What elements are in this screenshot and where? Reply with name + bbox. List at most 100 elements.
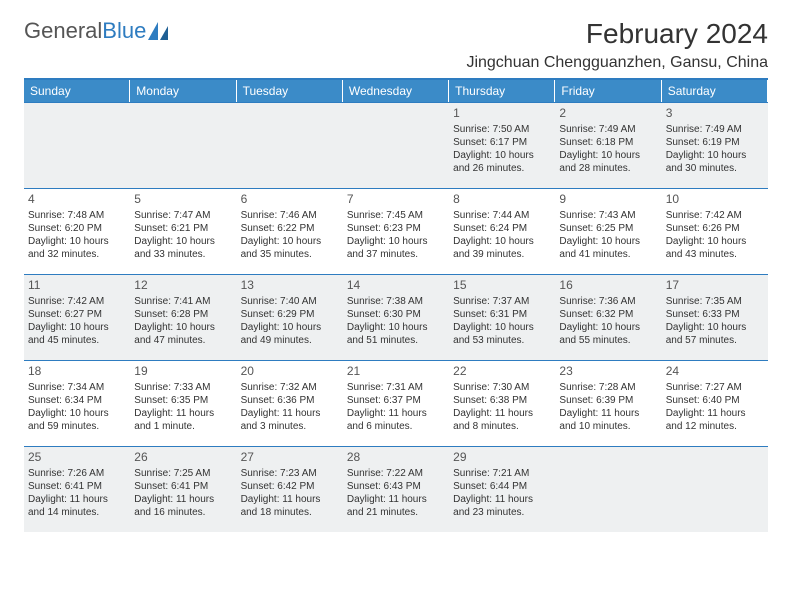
title-block: February 2024 Jingchuan Chengguanzhen, G… [466, 18, 768, 72]
day-number: 24 [666, 364, 764, 380]
daylight-text: Daylight: 11 hours and 16 minutes. [134, 493, 232, 519]
day-number: 1 [453, 106, 551, 122]
sunrise-text: Sunrise: 7:40 AM [241, 295, 339, 308]
day-number: 28 [347, 450, 445, 466]
sunset-text: Sunset: 6:17 PM [453, 136, 551, 149]
sunset-text: Sunset: 6:25 PM [559, 222, 657, 235]
sunset-text: Sunset: 6:35 PM [134, 394, 232, 407]
sunrise-text: Sunrise: 7:43 AM [559, 209, 657, 222]
day-number: 8 [453, 192, 551, 208]
daylight-text: Daylight: 10 hours and 32 minutes. [28, 235, 126, 261]
calendar-cell: 19Sunrise: 7:33 AMSunset: 6:35 PMDayligh… [130, 360, 236, 446]
sunset-text: Sunset: 6:30 PM [347, 308, 445, 321]
calendar-cell: 14Sunrise: 7:38 AMSunset: 6:30 PMDayligh… [343, 274, 449, 360]
calendar-cell [555, 446, 661, 532]
calendar-cell: 18Sunrise: 7:34 AMSunset: 6:34 PMDayligh… [24, 360, 130, 446]
sunrise-text: Sunrise: 7:49 AM [666, 123, 764, 136]
sunset-text: Sunset: 6:41 PM [134, 480, 232, 493]
calendar-cell: 24Sunrise: 7:27 AMSunset: 6:40 PMDayligh… [662, 360, 768, 446]
day-number: 18 [28, 364, 126, 380]
calendar-cell: 12Sunrise: 7:41 AMSunset: 6:28 PMDayligh… [130, 274, 236, 360]
day-header: Monday [130, 80, 236, 102]
calendar-cell: 16Sunrise: 7:36 AMSunset: 6:32 PMDayligh… [555, 274, 661, 360]
sunset-text: Sunset: 6:23 PM [347, 222, 445, 235]
day-header: Saturday [662, 80, 768, 102]
calendar-grid: SundayMondayTuesdayWednesdayThursdayFrid… [24, 80, 768, 532]
sunset-text: Sunset: 6:38 PM [453, 394, 551, 407]
calendar-cell: 9Sunrise: 7:43 AMSunset: 6:25 PMDaylight… [555, 188, 661, 274]
day-number: 21 [347, 364, 445, 380]
day-number: 15 [453, 278, 551, 294]
daylight-text: Daylight: 10 hours and 55 minutes. [559, 321, 657, 347]
sunrise-text: Sunrise: 7:47 AM [134, 209, 232, 222]
sunset-text: Sunset: 6:31 PM [453, 308, 551, 321]
logo-text-general: General [24, 18, 102, 44]
daylight-text: Daylight: 10 hours and 41 minutes. [559, 235, 657, 261]
daylight-text: Daylight: 10 hours and 51 minutes. [347, 321, 445, 347]
daylight-text: Daylight: 10 hours and 28 minutes. [559, 149, 657, 175]
day-number: 2 [559, 106, 657, 122]
calendar-cell: 21Sunrise: 7:31 AMSunset: 6:37 PMDayligh… [343, 360, 449, 446]
day-header: Sunday [24, 80, 130, 102]
daylight-text: Daylight: 11 hours and 8 minutes. [453, 407, 551, 433]
day-number: 16 [559, 278, 657, 294]
daylight-text: Daylight: 10 hours and 43 minutes. [666, 235, 764, 261]
sunrise-text: Sunrise: 7:48 AM [28, 209, 126, 222]
day-number: 19 [134, 364, 232, 380]
sunrise-text: Sunrise: 7:27 AM [666, 381, 764, 394]
day-number: 14 [347, 278, 445, 294]
sunset-text: Sunset: 6:19 PM [666, 136, 764, 149]
sunrise-text: Sunrise: 7:35 AM [666, 295, 764, 308]
day-number: 26 [134, 450, 232, 466]
daylight-text: Daylight: 10 hours and 30 minutes. [666, 149, 764, 175]
calendar-cell: 28Sunrise: 7:22 AMSunset: 6:43 PMDayligh… [343, 446, 449, 532]
sunrise-text: Sunrise: 7:32 AM [241, 381, 339, 394]
daylight-text: Daylight: 10 hours and 37 minutes. [347, 235, 445, 261]
daylight-text: Daylight: 10 hours and 39 minutes. [453, 235, 551, 261]
day-number: 20 [241, 364, 339, 380]
daylight-text: Daylight: 11 hours and 23 minutes. [453, 493, 551, 519]
calendar-cell [662, 446, 768, 532]
daylight-text: Daylight: 11 hours and 1 minute. [134, 407, 232, 433]
calendar-cell: 26Sunrise: 7:25 AMSunset: 6:41 PMDayligh… [130, 446, 236, 532]
daylight-text: Daylight: 10 hours and 49 minutes. [241, 321, 339, 347]
calendar-cell: 4Sunrise: 7:48 AMSunset: 6:20 PMDaylight… [24, 188, 130, 274]
day-number: 11 [28, 278, 126, 294]
day-header: Friday [555, 80, 661, 102]
day-number: 5 [134, 192, 232, 208]
daylight-text: Daylight: 11 hours and 14 minutes. [28, 493, 126, 519]
calendar-cell: 15Sunrise: 7:37 AMSunset: 6:31 PMDayligh… [449, 274, 555, 360]
header: GeneralBlue February 2024 Jingchuan Chen… [24, 18, 768, 72]
daylight-text: Daylight: 11 hours and 21 minutes. [347, 493, 445, 519]
day-header: Tuesday [237, 80, 343, 102]
sunrise-text: Sunrise: 7:30 AM [453, 381, 551, 394]
daylight-text: Daylight: 11 hours and 10 minutes. [559, 407, 657, 433]
sunrise-text: Sunrise: 7:45 AM [347, 209, 445, 222]
sunrise-text: Sunrise: 7:38 AM [347, 295, 445, 308]
sunrise-text: Sunrise: 7:31 AM [347, 381, 445, 394]
sunset-text: Sunset: 6:28 PM [134, 308, 232, 321]
calendar-cell: 17Sunrise: 7:35 AMSunset: 6:33 PMDayligh… [662, 274, 768, 360]
daylight-text: Daylight: 11 hours and 3 minutes. [241, 407, 339, 433]
sunset-text: Sunset: 6:42 PM [241, 480, 339, 493]
daylight-text: Daylight: 10 hours and 35 minutes. [241, 235, 339, 261]
sunrise-text: Sunrise: 7:25 AM [134, 467, 232, 480]
sunrise-text: Sunrise: 7:50 AM [453, 123, 551, 136]
sunset-text: Sunset: 6:20 PM [28, 222, 126, 235]
calendar-cell [343, 102, 449, 188]
sunrise-text: Sunrise: 7:26 AM [28, 467, 126, 480]
calendar-cell: 7Sunrise: 7:45 AMSunset: 6:23 PMDaylight… [343, 188, 449, 274]
daylight-text: Daylight: 11 hours and 6 minutes. [347, 407, 445, 433]
day-number: 13 [241, 278, 339, 294]
calendar-cell [24, 102, 130, 188]
sunset-text: Sunset: 6:24 PM [453, 222, 551, 235]
calendar-cell: 29Sunrise: 7:21 AMSunset: 6:44 PMDayligh… [449, 446, 555, 532]
calendar-cell: 20Sunrise: 7:32 AMSunset: 6:36 PMDayligh… [237, 360, 343, 446]
logo: GeneralBlue [24, 18, 172, 44]
sunset-text: Sunset: 6:26 PM [666, 222, 764, 235]
sunset-text: Sunset: 6:44 PM [453, 480, 551, 493]
sunset-text: Sunset: 6:37 PM [347, 394, 445, 407]
daylight-text: Daylight: 11 hours and 12 minutes. [666, 407, 764, 433]
day-number: 6 [241, 192, 339, 208]
calendar-cell [130, 102, 236, 188]
